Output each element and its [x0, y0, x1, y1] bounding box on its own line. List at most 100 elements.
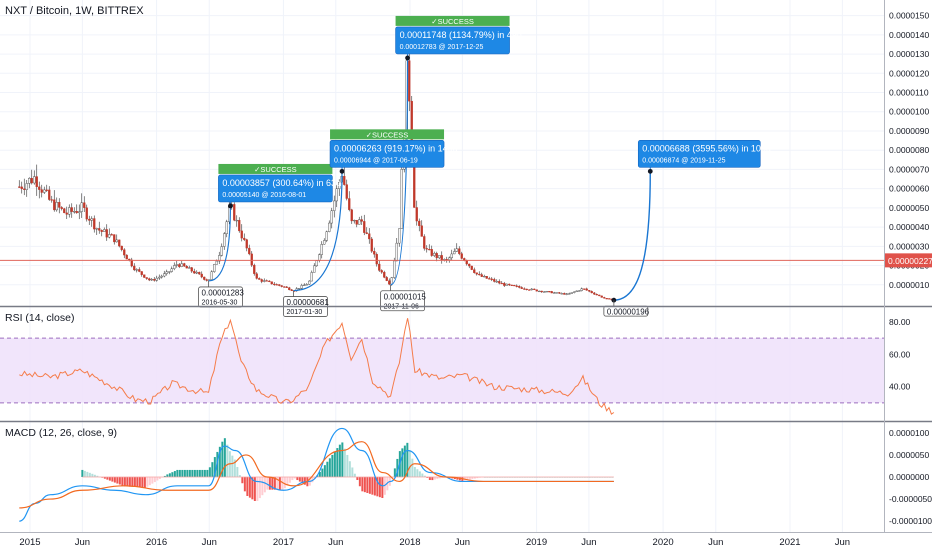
candle-body: [240, 230, 243, 239]
candle-body: [133, 265, 136, 271]
macd-histogram-bar: [256, 477, 259, 501]
candle-body: [380, 270, 383, 273]
macd-histogram-bar: [346, 454, 349, 477]
candle-body: [248, 247, 251, 255]
candle-body: [478, 273, 481, 276]
candle-body: [345, 184, 348, 199]
macd-histogram-bar: [226, 444, 229, 477]
candle-body: [38, 186, 41, 190]
macd-histogram: [81, 438, 614, 501]
price-tick-label: 0.0000150: [889, 11, 929, 21]
candle-body: [80, 202, 83, 212]
candle-body: [288, 287, 291, 291]
candle-body: [168, 271, 171, 273]
candle-body: [58, 202, 61, 208]
candle-body: [225, 221, 228, 234]
candle-body: [565, 293, 568, 295]
macd-histogram-bar: [358, 477, 361, 487]
macd-histogram-bar: [466, 477, 469, 481]
candle-body: [313, 265, 316, 273]
success-badge-label: ✓SUCCESS: [254, 165, 297, 174]
macd-histogram-bar: [156, 477, 159, 481]
candle-body: [150, 279, 153, 281]
candle-body: [365, 232, 368, 234]
candle-body: [63, 208, 66, 214]
candle-body: [585, 288, 588, 291]
symbol-title[interactable]: NXT / Bitcoin, 1W, BITTREX: [5, 5, 144, 17]
candle-body: [408, 60, 411, 102]
target-callout-box: [218, 174, 333, 203]
macd-histogram-bar: [203, 469, 206, 477]
macd-histogram-bar: [123, 477, 126, 487]
candle-body: [368, 233, 371, 240]
candle-body: [423, 236, 426, 249]
price-overlays: 0.00001283 2016-05-30 0.00000681 2017-01-30…: [0, 15, 884, 317]
macd-histogram-bar: [86, 471, 89, 477]
macd-histogram-bar: [471, 477, 474, 480]
candle-body: [553, 292, 556, 294]
macd-histogram-bar: [381, 477, 384, 498]
macd-histogram-bar: [206, 469, 209, 477]
candle-body: [118, 239, 121, 247]
x-tick-label: Jun: [75, 537, 90, 548]
candle-body: [393, 260, 396, 278]
price-axes: 0.0000150 0.0000140 0.0000130 0.0000120 0.00…: [885, 11, 932, 526]
candle-body: [158, 276, 161, 279]
candle-body: [95, 228, 98, 230]
candle-body: [563, 293, 566, 295]
macd-histogram-bar: [91, 473, 94, 477]
macd-histogram-bar: [248, 477, 251, 498]
price-tick-label: 0.0000010: [889, 280, 929, 290]
candle-body: [363, 221, 366, 233]
macd-histogram-bar: [233, 459, 236, 477]
macd-title[interactable]: MACD (12, 26, close, 9): [5, 427, 117, 439]
candle-body: [570, 292, 573, 294]
macd-histogram-bar: [423, 475, 426, 477]
macd-histogram-bar: [181, 469, 184, 477]
macd-histogram-bar: [141, 477, 144, 488]
candle-body: [70, 207, 73, 212]
candle-body: [315, 260, 318, 267]
macd-histogram-bar: [328, 458, 331, 477]
candle-body: [210, 271, 213, 280]
candle-body: [258, 278, 261, 280]
macd-histogram-bar: [476, 477, 479, 479]
macd-histogram-bar: [376, 477, 379, 497]
macd-histogram-bar: [93, 474, 96, 477]
candle-body: [83, 202, 86, 208]
macd-histogram-bar: [148, 477, 151, 486]
candle-body: [520, 287, 523, 289]
candle-body: [480, 274, 483, 277]
signal-line: [19, 441, 614, 509]
rsi-pane: RSI (14, close): [0, 312, 884, 415]
candle-body: [140, 271, 143, 275]
candle-body: [43, 189, 46, 193]
macd-histogram-bar: [391, 477, 394, 478]
rsi-title[interactable]: RSI (14, close): [5, 312, 74, 324]
macd-histogram-bar: [293, 477, 296, 479]
target-callout-box: [637, 140, 761, 168]
macd-histogram-bar: [223, 438, 226, 477]
candle-body: [100, 230, 103, 232]
macd-histogram-bar: [276, 477, 279, 490]
macd-histogram-bar: [163, 475, 166, 477]
candle-body: [110, 234, 113, 236]
candle-body: [213, 264, 216, 272]
macd-histogram-bar: [291, 477, 294, 481]
candle-body: [50, 199, 53, 201]
candle-body: [280, 285, 283, 287]
success-badge: [218, 163, 333, 174]
macd-histogram-bar: [103, 477, 106, 479]
candle-body: [330, 210, 333, 224]
candle-body: [170, 268, 173, 272]
macd-histogram-bar: [468, 477, 471, 480]
macd-histogram-bar: [356, 477, 359, 480]
candle-body: [165, 271, 168, 274]
candle-body: [300, 285, 303, 289]
x-tick-label: 2020: [653, 537, 674, 548]
macd-histogram-bar: [296, 477, 299, 481]
callout-point: [647, 168, 653, 174]
target-callout-box: [329, 140, 445, 168]
macd-histogram-bar: [333, 451, 336, 477]
